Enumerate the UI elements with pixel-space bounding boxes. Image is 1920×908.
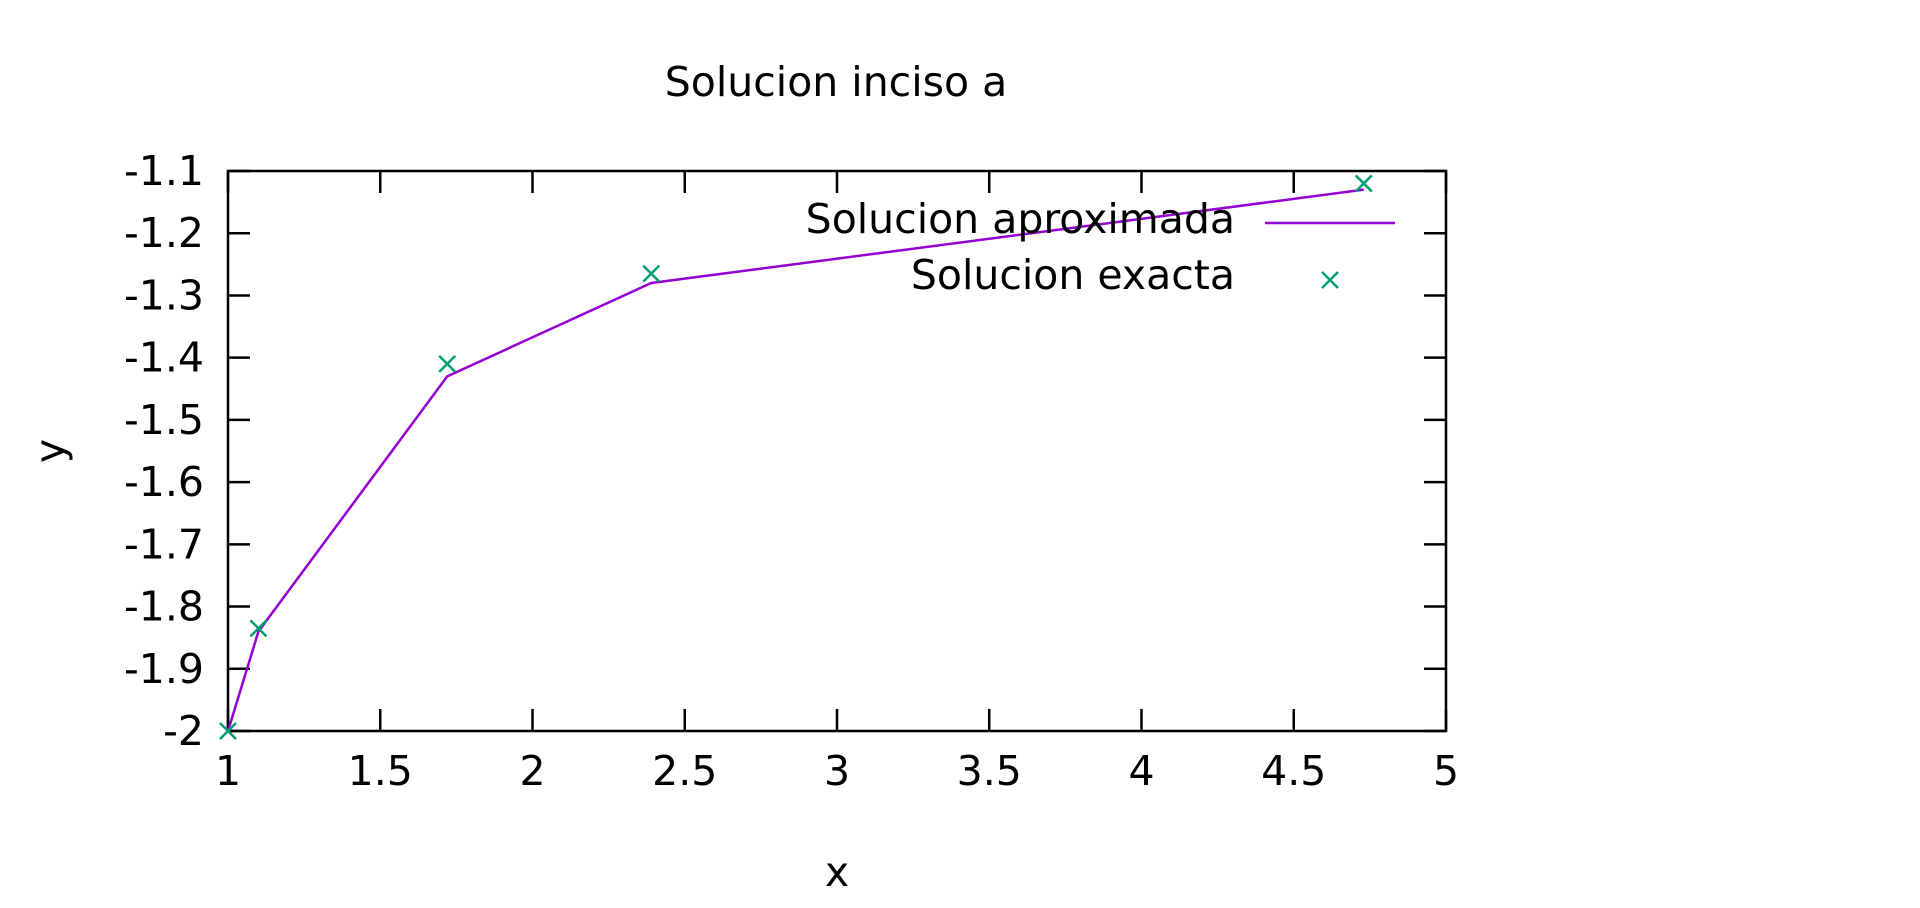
plot-frame: [228, 171, 1446, 731]
x-tick-label: 4: [1128, 747, 1154, 795]
y-tick-label: -1.1: [124, 147, 204, 195]
x-tick-label: 2.5: [652, 747, 717, 795]
y-axis-ticks: -1.1 -1.2 -1.3 -1.4 -1.5 -1.6 -1.7 -1.8 -1.9 -2: [124, 147, 1446, 755]
x-axis-ticks: 1 1.5 2 2.5 3 3.5 4 4.5 5: [215, 171, 1459, 795]
legend: Solucion aproximada Solucion exacta: [806, 195, 1395, 299]
y-tick-label: -2: [163, 707, 204, 755]
y-axis-label: y: [26, 439, 74, 463]
legend-label-solucion-exacta: Solucion exacta: [911, 251, 1235, 299]
legend-marker-x: [1322, 272, 1338, 288]
y-tick-label: -1.9: [124, 645, 204, 693]
y-tick-label: -1.3: [124, 271, 204, 319]
y-tick-label: -1.8: [124, 583, 204, 631]
x-tick-label: 1.5: [348, 747, 413, 795]
x-tick-label: 1: [215, 747, 241, 795]
y-tick-label: -1.2: [124, 209, 204, 257]
x-tick-label: 3.5: [957, 747, 1022, 795]
y-tick-label: -1.4: [124, 334, 204, 382]
y-tick-label: -1.6: [124, 458, 204, 506]
x-tick-label: 4.5: [1261, 747, 1326, 795]
data-point-solucion-exacta: [439, 356, 455, 372]
data-point-solucion-exacta: [643, 266, 659, 282]
x-axis-label: x: [825, 848, 849, 896]
x-tick-label: 3: [824, 747, 850, 795]
data-point-solucion-exacta: [1356, 175, 1372, 191]
legend-swatch-solucion-exacta: [1322, 272, 1338, 288]
y-tick-label: -1.5: [124, 396, 204, 444]
x-tick-label: 5: [1433, 747, 1459, 795]
chart-title: Solucion inciso a: [665, 58, 1007, 106]
y-tick-label: -1.7: [124, 520, 204, 568]
legend-label-solucion-aproximada: Solucion aproximada: [806, 195, 1235, 243]
x-tick-label: 2: [519, 747, 545, 795]
